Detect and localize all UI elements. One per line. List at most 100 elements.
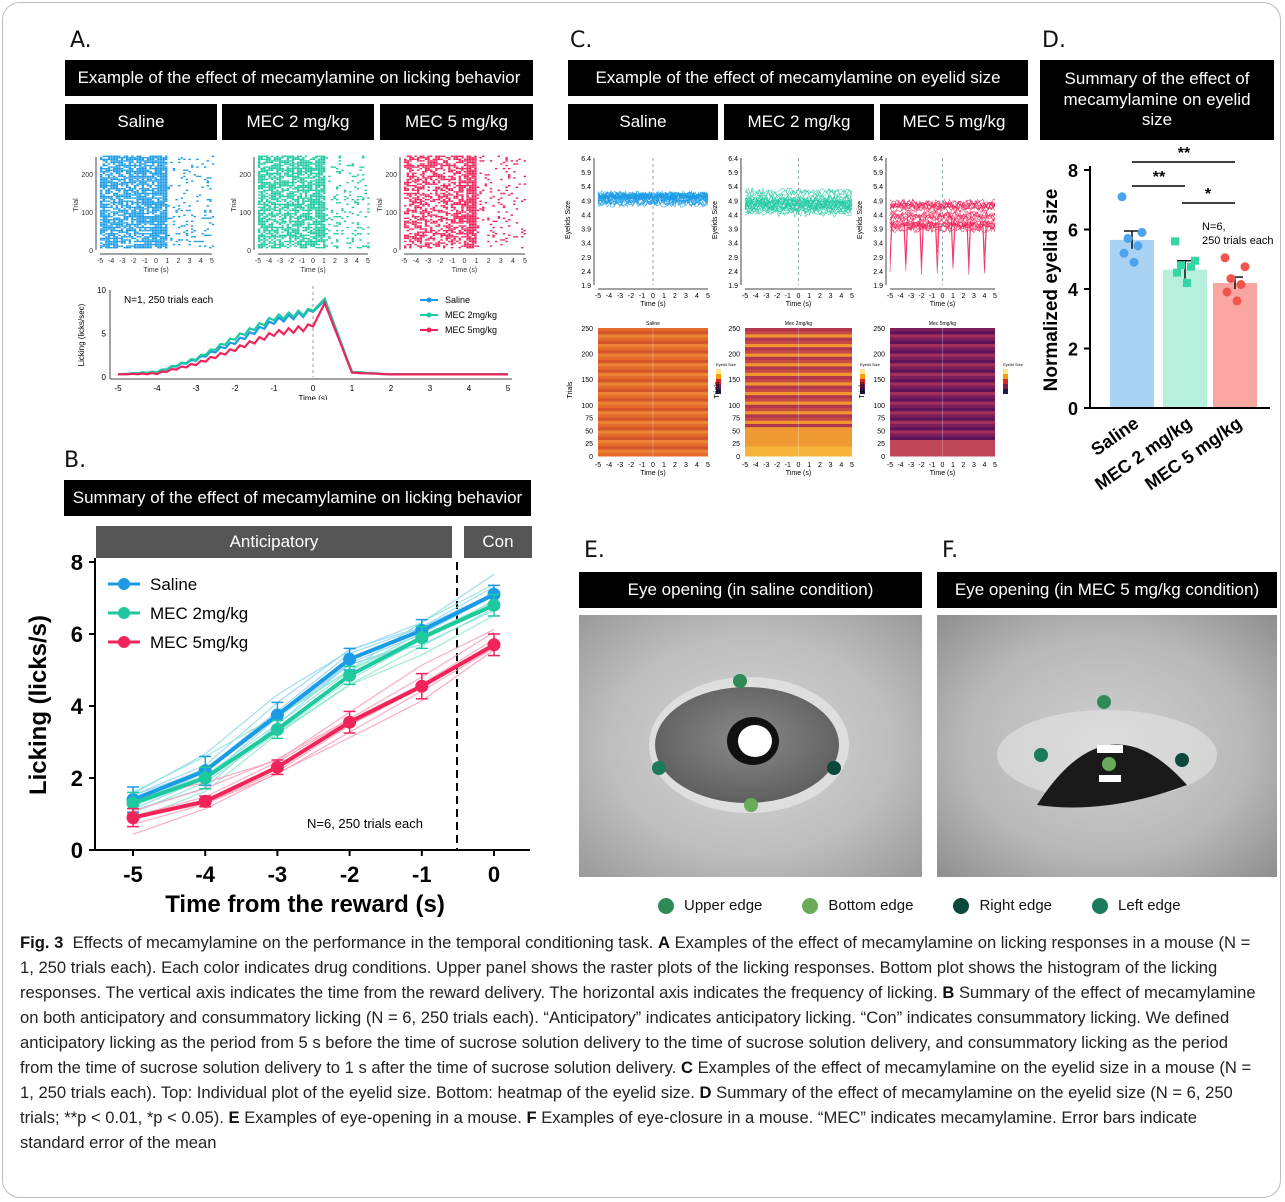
lick-tick: [502, 217, 506, 219]
heatmap-y-tick: 150: [581, 377, 593, 384]
lick-tick: [456, 222, 459, 224]
lick-tick: [461, 206, 464, 209]
lick-tick: [476, 186, 480, 188]
lick-tick: [107, 171, 111, 173]
lick-tick: [294, 208, 297, 210]
lick-tick: [120, 164, 124, 167]
lick-tick: [289, 203, 292, 205]
lick-tick: [474, 185, 477, 187]
lick-tick: [351, 237, 354, 240]
lick-tick: [265, 216, 269, 218]
lick-tick: [406, 188, 409, 190]
lick-tick: [364, 216, 367, 218]
lick-tick: [107, 197, 111, 199]
lick-tick: [273, 209, 276, 212]
lick-tick: [265, 189, 269, 192]
lick-tick: [204, 209, 207, 212]
lick-tick: [258, 200, 261, 202]
lick-tick: [469, 245, 472, 247]
lick-tick: [107, 243, 111, 246]
lick-tick: [120, 157, 124, 159]
lick-tick: [276, 212, 279, 215]
lick-tick: [154, 228, 157, 230]
c-x-tick: -5: [595, 293, 601, 300]
lick-tick: [310, 212, 313, 215]
lick-tick: [289, 164, 292, 167]
lick-tick: [263, 225, 266, 227]
lick-tick: [417, 225, 420, 227]
lick-tick: [463, 163, 467, 165]
lick-tick: [310, 195, 313, 198]
lick-tick: [474, 205, 477, 207]
lick-tick: [128, 188, 131, 190]
lick-tick: [411, 203, 415, 205]
lick-tick: [463, 205, 467, 207]
lick-tick: [141, 220, 144, 223]
lick-tick: [113, 228, 116, 230]
lick-tick: [484, 202, 487, 204]
lick-tick: [291, 198, 295, 201]
lick-tick: [307, 191, 310, 193]
lick-tick: [133, 245, 137, 247]
lick-tick: [299, 236, 302, 238]
lick-tick: [469, 222, 472, 224]
lick-tick: [144, 217, 147, 219]
lick-tick: [162, 163, 165, 165]
lick-tick: [302, 219, 305, 221]
lick-tick: [152, 237, 155, 240]
lick-tick: [466, 185, 469, 187]
lick-tick: [100, 225, 103, 227]
c-x-tick: 0: [941, 293, 945, 300]
lick-tick: [123, 205, 126, 207]
lick-tick: [297, 169, 300, 171]
lick-tick: [113, 243, 116, 246]
lick-tick: [409, 247, 412, 249]
lick-tick: [299, 194, 302, 196]
b-series-line-0: [132, 592, 495, 802]
lick-tick: [315, 192, 318, 195]
lick-tick: [100, 239, 103, 241]
lick-tick: [281, 203, 284, 205]
c-x-tick: 1: [807, 293, 811, 300]
lick-tick: [445, 212, 448, 215]
lick-tick: [154, 223, 157, 226]
lick-tick: [115, 181, 118, 184]
lick-tick: [105, 200, 108, 202]
lick-tick: [419, 202, 422, 204]
lick-tick: [495, 167, 498, 170]
lick-tick: [359, 239, 362, 241]
lick-tick: [497, 211, 500, 213]
lick-tick: [406, 175, 409, 178]
lick-tick: [323, 181, 326, 184]
panel-b-label: B.: [64, 448, 87, 473]
lick-tick: [307, 185, 310, 187]
lick-tick: [320, 226, 323, 229]
lick-tick: [419, 234, 422, 236]
b-point: [415, 679, 429, 693]
lick-tick: [258, 158, 261, 161]
lick-tick: [474, 233, 477, 235]
lick-tick: [258, 229, 261, 232]
lick-tick: [323, 195, 326, 198]
lick-tick: [346, 237, 349, 240]
lick-tick: [110, 169, 113, 171]
raster-x-tick: 4: [355, 258, 359, 265]
lick-tick: [263, 195, 266, 198]
lick-tick: [136, 240, 139, 243]
lick-tick: [317, 202, 321, 204]
lick-tick: [302, 239, 305, 241]
lick-tick: [304, 205, 308, 207]
lick-tick: [118, 240, 121, 243]
lick-tick: [463, 243, 467, 246]
lick-tick: [341, 217, 344, 219]
lick-tick: [406, 183, 409, 185]
lick-tick: [128, 167, 131, 170]
lick-tick: [456, 192, 459, 195]
legend-label: Bottom edge: [828, 897, 914, 914]
lick-tick: [165, 209, 168, 212]
lick-tick: [419, 160, 422, 162]
lick-tick: [271, 161, 274, 164]
lick-tick: [315, 240, 318, 243]
lick-tick: [307, 177, 310, 179]
lick-tick: [466, 177, 469, 179]
